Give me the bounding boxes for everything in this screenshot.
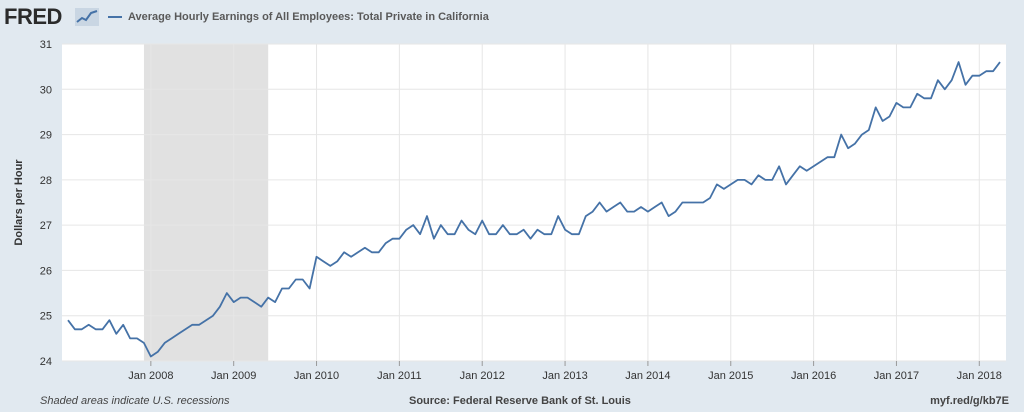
y-axis-label: Dollars per Hour — [13, 159, 25, 246]
recession-note: Shaded areas indicate U.S. recessions — [40, 395, 230, 407]
y-tick-label: 25 — [40, 311, 52, 323]
chart-area: 24 25 26 27 28 29 30 31 Jan 2008 Jan 2009 Jan 2010… — [0, 36, 1024, 392]
y-tick-label: 29 — [40, 130, 52, 142]
recession-shade — [143, 44, 269, 361]
x-tick-label: Jan 2013 — [542, 370, 587, 382]
y-tick-label: 28 — [40, 175, 52, 187]
x-tick-label: Jan 2016 — [791, 370, 836, 382]
y-tick-label: 24 — [40, 356, 52, 368]
chart-header: FRED Average Hourly Earnings of All Empl… — [0, 0, 1024, 36]
x-tick-label: Jan 2014 — [625, 370, 670, 382]
x-tick-label: Jan 2011 — [377, 370, 421, 382]
footer: Shaded areas indicate U.S. recessions So… — [0, 392, 1024, 412]
y-tick-label: 30 — [40, 84, 52, 96]
legend-swatch — [108, 16, 122, 18]
x-tick-label: Jan 2010 — [294, 370, 339, 382]
short-url-link[interactable]: myf.red/g/kb7E — [930, 395, 1009, 407]
x-tick-label: Jan 2008 — [128, 370, 173, 382]
legend-label[interactable]: Average Hourly Earnings of All Employees… — [128, 11, 489, 23]
y-tick-label: 31 — [40, 39, 52, 51]
x-tick-label: Jan 2012 — [460, 370, 505, 382]
y-tick-label: 27 — [40, 220, 52, 232]
y-tick-label: 26 — [40, 265, 52, 277]
chart-line-icon — [75, 8, 99, 26]
fred-logo[interactable]: FRED — [4, 4, 62, 29]
legend: Average Hourly Earnings of All Employees… — [108, 11, 489, 23]
source-text: Source: Federal Reserve Bank of St. Loui… — [409, 395, 631, 407]
x-tick-label: Jan 2009 — [211, 370, 256, 382]
x-tick-label: Jan 2018 — [957, 370, 1002, 382]
x-tick-label: Jan 2017 — [874, 370, 919, 382]
x-tick-label: Jan 2015 — [708, 370, 753, 382]
line-chart[interactable]: 24 25 26 27 28 29 30 31 Jan 2008 Jan 2009 Jan 2010… — [0, 36, 1024, 392]
series-line — [67, 61, 1001, 358]
